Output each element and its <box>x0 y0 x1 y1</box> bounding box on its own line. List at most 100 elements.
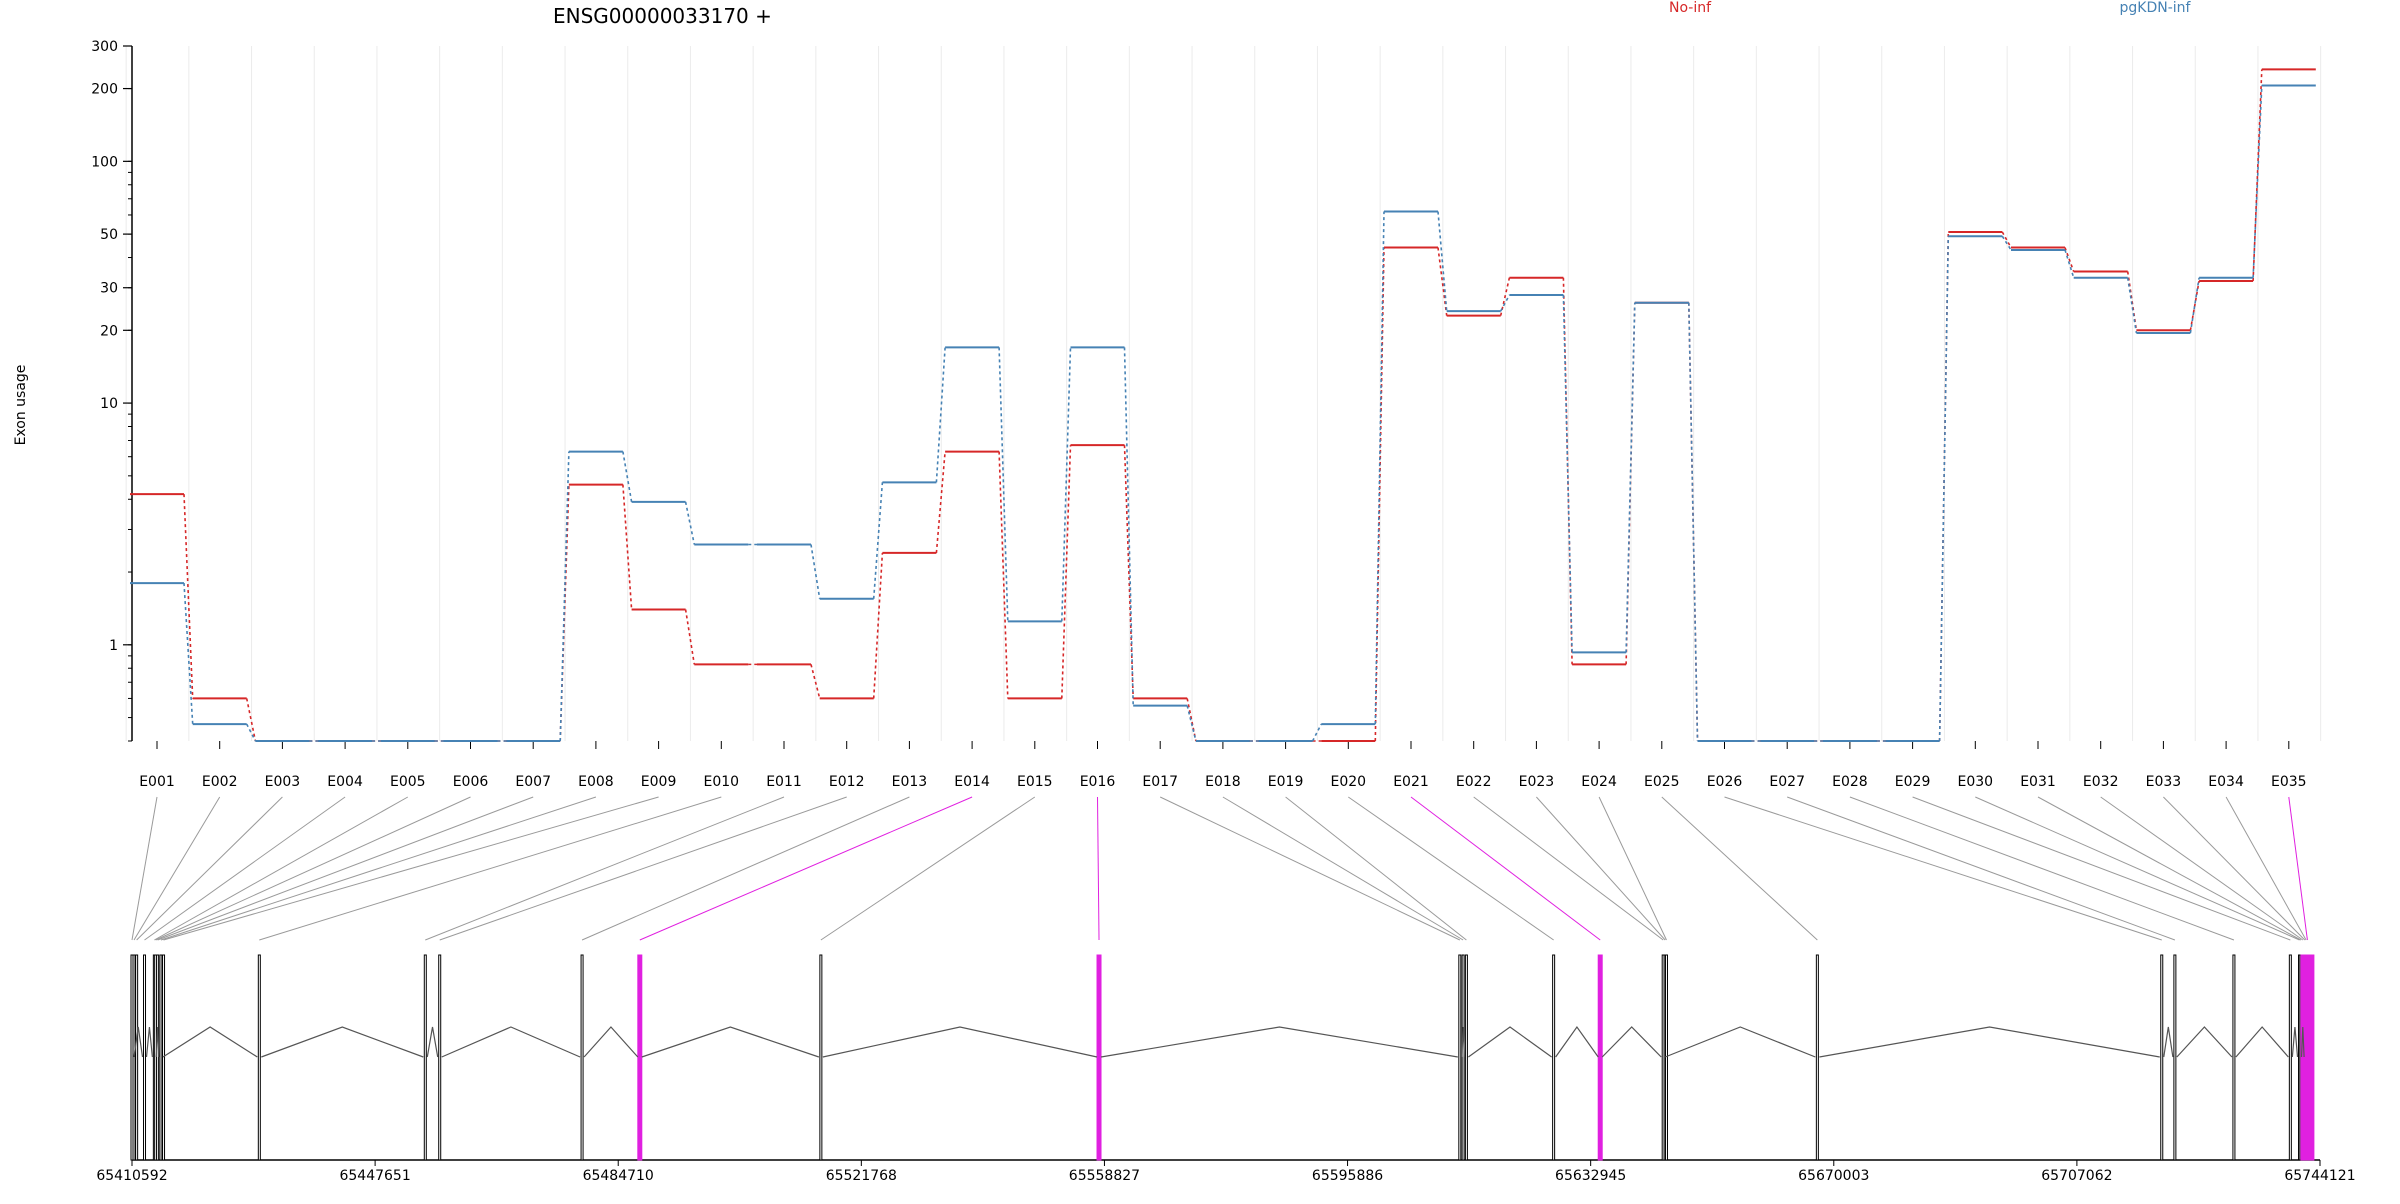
exon-connector <box>639 796 973 941</box>
series-connector <box>1186 705 1197 742</box>
x-tick-label: E006 <box>453 774 489 790</box>
intron-line <box>2300 1026 2305 1058</box>
x-tick-label: E003 <box>265 774 301 790</box>
exon-box <box>423 954 427 1161</box>
exon-connector <box>1222 796 1464 941</box>
exon-connector <box>136 796 283 941</box>
x-tick-label: E015 <box>1017 774 1053 790</box>
exon-connector <box>144 796 346 941</box>
exon-connector <box>1598 796 1667 941</box>
series-connector <box>1625 302 1636 653</box>
intron-line <box>1601 1026 1662 1058</box>
x-tick-label: E018 <box>1205 774 1241 790</box>
y-tick-label: 10 <box>100 396 118 412</box>
x-tick-label: E024 <box>1581 774 1617 790</box>
exon-connector <box>154 796 409 941</box>
x-tick-label: E025 <box>1644 774 1680 790</box>
series-connector <box>684 501 696 545</box>
genome-tick-label: 65521768 <box>826 1168 897 1184</box>
intron-line <box>1461 1026 1465 1058</box>
x-tick-label: E010 <box>704 774 740 790</box>
series-connector <box>2064 247 2075 272</box>
exon-connector <box>133 796 221 941</box>
x-tick-label: E005 <box>390 774 426 790</box>
series-connector <box>1688 302 1699 742</box>
x-tick-label: E012 <box>829 774 865 790</box>
series-connector <box>2001 235 2012 251</box>
series-connector <box>183 494 194 699</box>
y-axis-label: Exon usage <box>13 365 29 446</box>
exon-connector <box>163 796 659 941</box>
exon-box <box>143 954 147 1161</box>
exon-box <box>1815 954 1819 1161</box>
exon-connector <box>1348 796 1554 941</box>
y-tick-label: 30 <box>100 281 118 297</box>
series-connector <box>1061 445 1072 699</box>
gene-model: 65410592 65447651 65484710 65521768 65558827… <box>96 796 2356 1184</box>
series-connector <box>1186 698 1197 742</box>
series-connector <box>622 484 633 610</box>
x-tick-label: E028 <box>1832 774 1868 790</box>
x-tick-label: E033 <box>2146 774 2182 790</box>
exon-box <box>1597 954 1603 1161</box>
y-tick-label: 1 <box>109 638 118 654</box>
exon-connector <box>2225 796 2307 941</box>
exon-connector <box>1787 796 2176 941</box>
exon-connector <box>439 796 847 941</box>
x-tick-label: E032 <box>2083 774 2119 790</box>
exon-connector <box>160 796 597 941</box>
series-connector <box>1437 211 1448 312</box>
intron-line <box>133 1026 144 1058</box>
series-connector <box>998 347 1009 622</box>
y-tick-label: 300 <box>91 39 118 55</box>
exon-box <box>580 954 584 1161</box>
x-tick-label: E031 <box>2020 774 2056 790</box>
series-connector <box>935 347 946 483</box>
intron-line <box>155 1026 160 1058</box>
genome-tick-label: 65447651 <box>339 1168 410 1184</box>
exon-connector <box>2100 796 2304 941</box>
exon-connector <box>157 796 534 941</box>
series-connector <box>2064 249 2075 278</box>
exon-connector <box>1473 796 1664 941</box>
plot-area: 1 10 20 30 50 100 200 300 E001 E002 E003 E004 E005 E0… <box>91 39 2322 790</box>
exon-box <box>819 954 823 1161</box>
y-tick-label: 50 <box>100 227 118 243</box>
intron-line <box>822 1026 1098 1058</box>
series-connector <box>1061 347 1072 622</box>
exon-box <box>1552 954 1556 1161</box>
intron-line <box>162 1026 258 1058</box>
legend-label-no-inf: No-inf <box>1669 0 1712 16</box>
series-connector <box>684 609 696 665</box>
exon-connector <box>2288 796 2308 941</box>
exon-connector <box>2163 796 2306 941</box>
x-tick-label: E035 <box>2271 774 2307 790</box>
exon-box <box>2173 954 2177 1161</box>
intron-line <box>2176 1026 2233 1058</box>
x-tick-label: E026 <box>1707 774 1743 790</box>
intron-line <box>583 1026 639 1058</box>
intron-line <box>1468 1026 1552 1058</box>
x-tick-label: E021 <box>1393 774 1429 790</box>
series-connector <box>559 451 570 742</box>
intron-line <box>1664 1026 1816 1058</box>
x-tick-label: E019 <box>1268 774 1304 790</box>
exon-connector <box>1849 796 2235 941</box>
x-tick-label: E017 <box>1142 774 1178 790</box>
exon-connector <box>1536 796 1666 941</box>
exon-box <box>1458 954 1462 1161</box>
exon-connector <box>2037 796 2302 941</box>
intron-line <box>641 1026 820 1058</box>
x-tick-label: E004 <box>327 774 363 790</box>
series-connector <box>872 482 884 599</box>
series-connector <box>998 451 1009 699</box>
chart-title: ENSG00000033170 + <box>553 4 772 28</box>
series-connector <box>935 451 946 553</box>
exon-connector <box>1285 796 1467 941</box>
series-connector <box>2252 85 2263 278</box>
exon-box <box>438 954 442 1161</box>
intron-line <box>426 1026 439 1058</box>
series-connector <box>872 552 884 699</box>
x-tick-label: E020 <box>1331 774 1367 790</box>
